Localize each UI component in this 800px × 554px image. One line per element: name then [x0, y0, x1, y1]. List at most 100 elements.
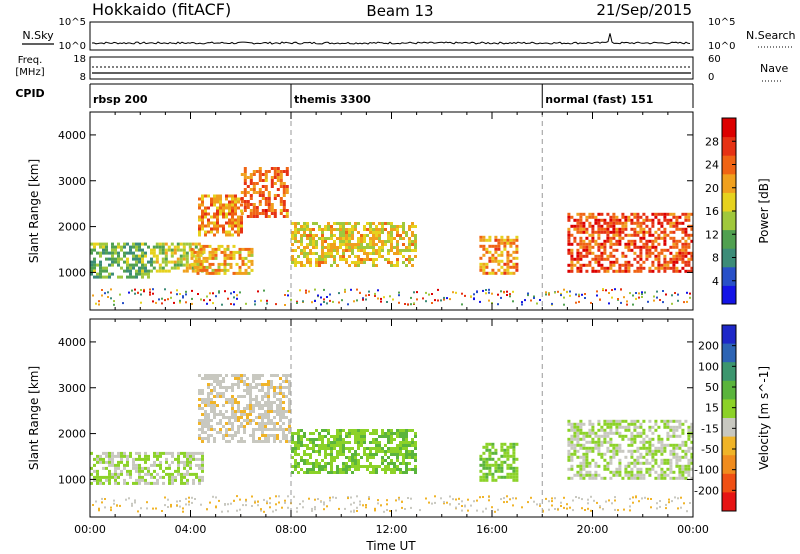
data-cell: [258, 440, 261, 443]
data-cell: [179, 257, 183, 261]
data-cell: [488, 238, 492, 242]
data-cell: [597, 449, 601, 453]
data-cell: [485, 475, 489, 479]
data-cell: [296, 507, 298, 510]
data-cell: [233, 303, 235, 306]
data-cell: [291, 222, 294, 225]
data-cell: [229, 256, 233, 260]
data-cell: [288, 404, 291, 407]
data-cell: [479, 244, 483, 248]
data-cell: [93, 478, 96, 482]
data-cell: [381, 435, 384, 438]
data-cell: [261, 386, 264, 389]
data-cell: [135, 275, 138, 279]
data-cell: [210, 227, 213, 231]
data-cell: [330, 471, 333, 474]
data-cell: [398, 294, 400, 297]
data-cell: [210, 398, 213, 401]
data-cell: [512, 290, 514, 293]
data-cell: [401, 500, 403, 503]
data-cell: [159, 454, 162, 458]
data-cell: [237, 377, 240, 380]
data-cell: [99, 263, 102, 267]
data-cell: [675, 458, 679, 462]
data-cell: [258, 422, 261, 425]
data-cell: [515, 497, 517, 500]
data-cell: [327, 471, 330, 474]
data-cell: [612, 233, 616, 237]
data-cell: [252, 407, 255, 410]
data-cell: [461, 292, 463, 295]
data-cell: [375, 468, 378, 471]
data-cell: [576, 431, 580, 435]
data-cell: [190, 247, 194, 251]
data-cell: [360, 438, 363, 441]
data-cell: [681, 251, 685, 255]
colorbar-tick-label: -200: [694, 484, 719, 497]
data-cell: [635, 496, 637, 499]
data-cell: [288, 419, 291, 422]
data-cell: [678, 425, 682, 429]
data-cell: [675, 254, 679, 258]
data-cell: [306, 246, 309, 249]
data-cell: [126, 260, 129, 264]
data-cell: [491, 271, 495, 275]
data-cell: [306, 444, 309, 447]
data-cell: [500, 466, 504, 470]
data-cell: [321, 435, 324, 438]
data-cell: [201, 401, 204, 404]
data-cell: [378, 252, 381, 255]
data-cell: [90, 251, 93, 255]
data-cell: [108, 263, 111, 267]
data-cell: [594, 269, 598, 273]
data-cell: [99, 454, 102, 458]
data-cell: [369, 243, 372, 246]
data-cell: [238, 268, 242, 272]
data-cell: [279, 377, 282, 380]
data-cell: [312, 450, 315, 453]
data-cell: [273, 209, 277, 212]
data-cell: [675, 245, 679, 249]
data-cell: [512, 238, 516, 242]
data-cell: [249, 422, 252, 425]
data-cell: [606, 425, 610, 429]
data-cell: [579, 470, 583, 474]
data-cell: [624, 425, 628, 429]
data-cell: [345, 240, 348, 243]
data-cell: [627, 422, 631, 426]
data-cell: [461, 303, 463, 306]
data-cell: [677, 497, 679, 500]
data-cell: [173, 260, 177, 264]
data-cell: [303, 222, 306, 225]
data-cell: [690, 251, 694, 255]
data-cell: [135, 242, 138, 246]
data-cell: [243, 383, 246, 386]
data-cell: [500, 250, 504, 254]
data-cell: [588, 449, 592, 453]
data-cell: [168, 472, 171, 476]
data-cell: [512, 457, 516, 461]
data-cell: [182, 245, 186, 249]
data-cell: [678, 455, 682, 459]
data-cell: [672, 266, 676, 270]
data-cell: [663, 425, 667, 429]
colorbar-segment: [722, 492, 736, 512]
data-cell: [309, 243, 312, 246]
data-cell: [591, 230, 595, 234]
data-cell: [198, 203, 201, 207]
data-cell: [102, 475, 105, 479]
data-cell: [114, 454, 117, 458]
data-cell: [591, 224, 595, 228]
data-cell: [384, 222, 387, 225]
data-cell: [669, 428, 673, 432]
data-cell: [231, 383, 234, 386]
data-cell: [392, 298, 394, 301]
data-cell: [509, 241, 513, 245]
data-cell: [351, 459, 354, 462]
data-cell: [681, 227, 685, 231]
data-cell: [401, 506, 403, 509]
data-cell: [276, 404, 279, 407]
data-cell: [201, 212, 204, 216]
data-cell: [312, 246, 315, 249]
data-cell: [224, 290, 226, 293]
